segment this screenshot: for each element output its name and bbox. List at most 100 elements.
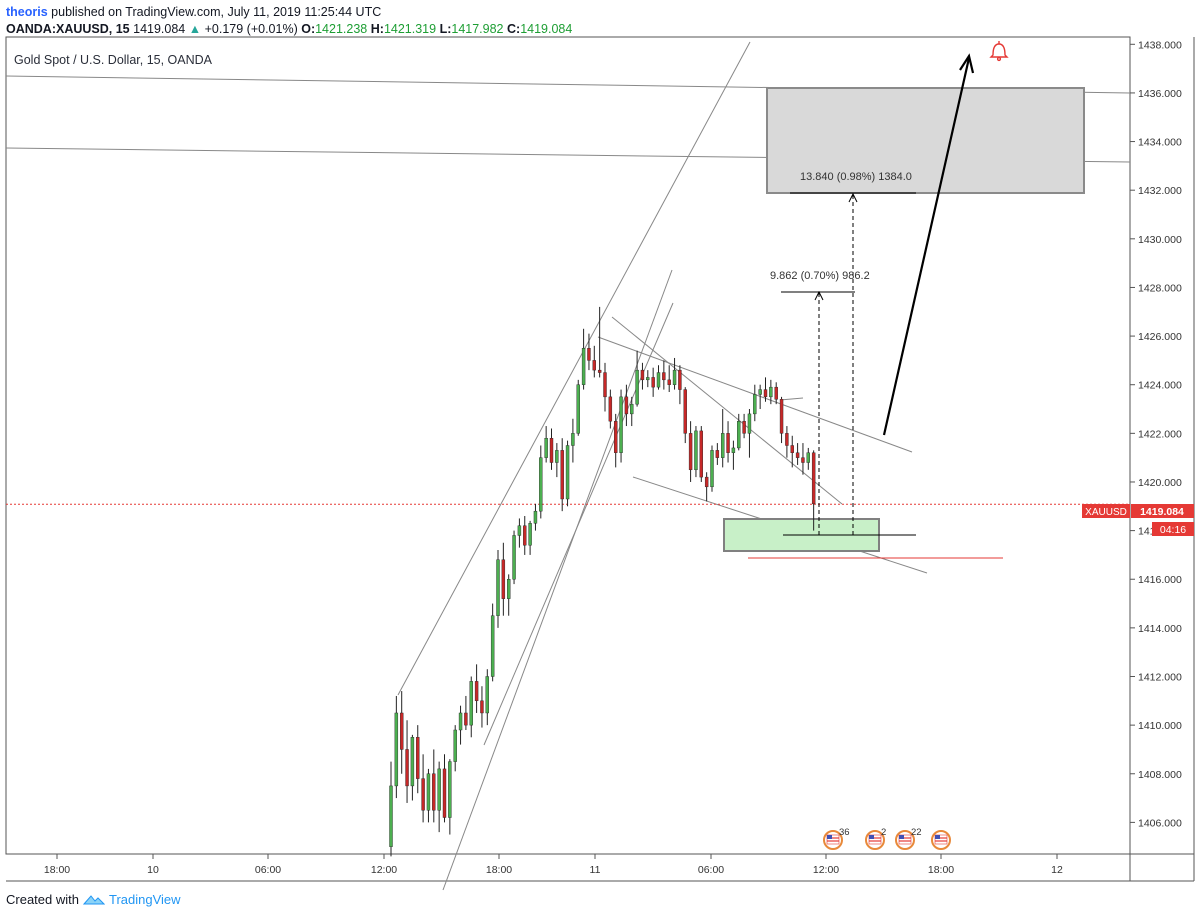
- candle: [624, 384, 629, 427]
- candle: [432, 749, 436, 823]
- high-value: 1421.319: [383, 22, 437, 36]
- measure2-label: 13.840 (0.98%) 1384.0: [800, 171, 912, 183]
- candle-body: [737, 420, 741, 449]
- candle-body: [485, 676, 489, 714]
- close-label: C:: [507, 22, 521, 36]
- candlestick-series: [389, 306, 816, 857]
- flag-canton: [899, 835, 904, 839]
- candle: [672, 357, 677, 390]
- candle-body: [624, 396, 629, 415]
- measure-tool-1[interactable]: [781, 192, 916, 536]
- time-tick-label: 12:00: [371, 864, 397, 876]
- candle: [683, 387, 687, 444]
- symbol-tag-bg: [1082, 504, 1130, 518]
- candle-body: [619, 396, 623, 453]
- price-tick-label: 1406.000: [1138, 817, 1182, 829]
- candle-body: [523, 525, 527, 546]
- candle: [795, 443, 800, 465]
- candle: [614, 413, 618, 468]
- candle-body: [763, 389, 768, 398]
- candle: [480, 686, 484, 728]
- candle-body: [667, 379, 671, 385]
- candle-body: [758, 389, 762, 395]
- target-zone-box[interactable]: [766, 87, 1085, 194]
- candle-body: [646, 377, 650, 381]
- candle: [555, 443, 559, 478]
- wedge-tick-line[interactable]: [779, 397, 804, 401]
- candle-body: [389, 785, 393, 847]
- candle: [678, 365, 682, 405]
- candle-body: [565, 445, 570, 500]
- flag-body: [934, 834, 948, 845]
- candle-body: [656, 372, 661, 388]
- projection-arrow[interactable]: [882, 53, 975, 436]
- candle-body: [533, 510, 538, 524]
- candle: [389, 761, 393, 857]
- candle-body: [597, 369, 602, 373]
- candle: [597, 306, 602, 378]
- candle-body: [448, 761, 452, 818]
- price-tick-label: 1420.000: [1138, 477, 1182, 489]
- candle: [790, 435, 794, 468]
- candle-body: [662, 372, 666, 381]
- channel-line-lower[interactable]: [442, 269, 673, 891]
- candle-body: [726, 433, 730, 453]
- candle-body: [640, 369, 645, 381]
- symbol-header: OANDA:XAUUSD, 15 1419.084 ▲ +0.179 (+0.0…: [6, 22, 572, 36]
- candle: [726, 421, 730, 463]
- candle: [715, 443, 720, 465]
- candle-body: [437, 768, 441, 811]
- candle-body: [469, 681, 473, 726]
- candle-body: [464, 712, 468, 726]
- candle-body: [426, 773, 431, 811]
- channel-line-upper[interactable]: [397, 41, 751, 696]
- candle: [721, 409, 725, 468]
- footer: Created with TradingView: [6, 892, 181, 907]
- us-event-flag-icon[interactable]: 22: [895, 827, 922, 850]
- author-name[interactable]: theoris: [6, 5, 48, 19]
- price-tick-label: 1436.000: [1138, 88, 1182, 100]
- candle-body: [790, 445, 794, 453]
- candle-body: [581, 348, 586, 385]
- price-tick-label: 1414.000: [1138, 623, 1182, 635]
- candle-body: [747, 413, 752, 434]
- countdown-timer: 04:16: [1160, 524, 1186, 536]
- candle: [405, 720, 409, 803]
- us-event-flag-icon[interactable]: [931, 830, 951, 850]
- candle-body: [806, 452, 810, 463]
- candle: [608, 389, 613, 429]
- candle: [400, 691, 404, 774]
- candle: [667, 365, 671, 393]
- price-tick-label: 1438.000: [1138, 39, 1182, 51]
- candle: [549, 428, 554, 470]
- price-tag-bg: [1131, 504, 1194, 518]
- us-event-flag-icon[interactable]: 36: [823, 827, 850, 850]
- wedge-inner-line[interactable]: [611, 316, 843, 505]
- candle-body: [811, 452, 816, 505]
- candle-body: [592, 360, 596, 371]
- price-tick-label: 1416.000: [1138, 574, 1182, 586]
- symbol-tag: XAUUSD: [1085, 507, 1127, 518]
- countdown-bg: [1152, 522, 1194, 536]
- us-event-flag-icon[interactable]: 2: [865, 827, 886, 850]
- candle-body: [453, 729, 457, 762]
- candle: [587, 333, 591, 371]
- candle-body: [560, 450, 564, 500]
- price-tick-label: 1430.000: [1138, 234, 1182, 246]
- price-tick-label: 1408.000: [1138, 769, 1182, 781]
- event-count: 36: [839, 827, 850, 838]
- candle-body: [795, 452, 800, 458]
- candle-body: [458, 712, 463, 731]
- alert-bell-icon[interactable]: [989, 41, 1009, 62]
- price-tick-label: 1412.000: [1138, 671, 1182, 683]
- candle: [458, 705, 463, 745]
- candle: [523, 516, 527, 555]
- candle-body: [512, 535, 516, 580]
- candle: [394, 695, 399, 799]
- candle: [742, 413, 746, 439]
- candle: [448, 759, 452, 835]
- symbol-label: OANDA:XAUUSD, 15: [6, 22, 130, 36]
- candle: [592, 345, 596, 378]
- tradingview-brand[interactable]: TradingView: [108, 892, 181, 907]
